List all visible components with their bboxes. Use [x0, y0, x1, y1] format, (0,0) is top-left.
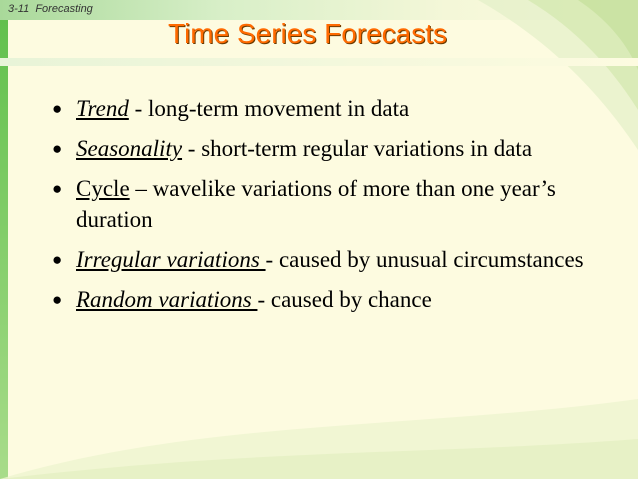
bullet-dot-icon: ●	[52, 179, 63, 198]
bullet-cycle: ● Cycle – wavelike variations of more tha…	[52, 173, 612, 235]
bullet-dot-icon: ●	[52, 290, 63, 309]
bullet-trend: ● Trend - long-term movement in data	[52, 93, 612, 124]
corner-swoosh-decoration	[478, 0, 638, 150]
slide-number: 3-11	[8, 3, 30, 15]
term-seasonality: Seasonality	[76, 136, 183, 161]
bullet-random: ● Random variations - caused by chance	[52, 284, 612, 315]
desc-seasonality: - short-term regular variations in data	[182, 136, 533, 161]
bottom-swoosh-decoration	[0, 399, 638, 479]
left-accent-bar	[0, 0, 8, 479]
title-band	[0, 58, 638, 66]
desc-cycle: – wavelike variations of more than one y…	[76, 176, 556, 232]
desc-random: - caused by chance	[257, 287, 432, 312]
term-cycle: Cycle	[76, 176, 130, 201]
term-random: Random variations	[76, 287, 258, 312]
term-irregular: Irregular variations	[76, 247, 266, 272]
slide-header: 3-11 Forecasting	[8, 3, 93, 15]
top-accent-bar	[0, 0, 638, 20]
bullet-seasonality: ● Seasonality - short-term regular variat…	[52, 133, 612, 164]
term-trend: Trend	[76, 96, 129, 121]
bullet-irregular: ● Irregular variations - caused by unusua…	[52, 244, 612, 275]
slide-title: Time Series Forecasts	[168, 18, 448, 49]
bullet-dot-icon: ●	[52, 99, 63, 118]
desc-irregular: - caused by unusual circumstances	[265, 247, 584, 272]
bullet-list: ● Trend - long-term movement in data ● Sea…	[52, 93, 612, 324]
desc-trend: - long-term movement in data	[128, 96, 410, 121]
bullet-dot-icon: ●	[52, 139, 63, 158]
bullet-dot-icon: ●	[52, 250, 63, 269]
section-label: Forecasting	[35, 3, 93, 15]
